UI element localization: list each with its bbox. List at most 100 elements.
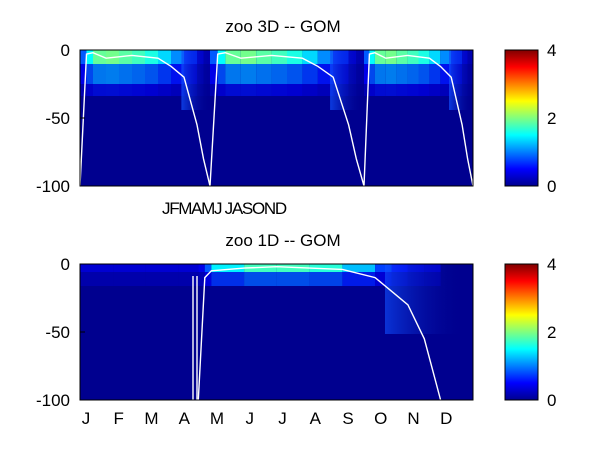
top-subsurface-cell — [145, 64, 158, 84]
top-deep-cell — [287, 84, 303, 96]
top-surface-cell — [364, 50, 370, 64]
top-surface-cell — [407, 50, 419, 64]
bottom-ytick-label: -50 — [45, 323, 70, 342]
top-panel-group — [80, 50, 473, 186]
bottom-title: zoo 1D -- GOM — [225, 231, 340, 250]
top-deep-cell — [132, 84, 145, 96]
top-deep-cell — [86, 84, 93, 96]
top-ytick-label: -100 — [36, 177, 70, 196]
top-deep-cell — [80, 84, 87, 96]
top-surface-cell — [440, 50, 452, 64]
bottom-surface-cell — [309, 264, 343, 272]
top-deep-cell — [210, 84, 218, 96]
bottom-xtick-label: F — [114, 409, 124, 428]
bottom-subsurface-cell — [178, 272, 199, 286]
top-title: zoo 3D -- GOM — [225, 17, 340, 36]
top-fade-band — [181, 50, 210, 110]
bottom-xtick-label: J — [278, 409, 287, 428]
top-subsurface-cell — [106, 64, 119, 84]
top-surface-cell — [429, 50, 441, 64]
top-subsurface-cell — [210, 64, 218, 84]
top-deep-cell — [171, 84, 184, 96]
top-deep-cell — [418, 84, 430, 96]
bottom-colorbar-gradient — [504, 263, 539, 401]
top-subsurface-cell — [240, 64, 257, 84]
top-colorbar-tick: 2 — [547, 109, 556, 128]
bottom-surface-cell — [80, 264, 114, 272]
bottom-colorbar-tick: 4 — [547, 255, 556, 274]
top-deep-cell — [374, 84, 386, 96]
bottom-subsurface-cell — [309, 272, 343, 286]
top-subsurface-cell — [364, 64, 370, 84]
top-deep-cell — [256, 84, 272, 96]
bottom-surface-cell — [204, 264, 212, 272]
top-heatmap — [80, 50, 473, 186]
bottom-y-axis: 0 -50 -100 — [36, 255, 85, 410]
bottom-colorbar-tick: 0 — [547, 391, 556, 410]
top-colorbar-tick: 4 — [547, 41, 556, 60]
top-month-labels: JFMAMJ JASOND — [162, 199, 287, 218]
top-surface-cell — [171, 50, 184, 64]
top-deep-cell — [429, 84, 441, 96]
top-subsurface-cell — [80, 64, 87, 84]
top-colorbar: 4 2 0 — [504, 41, 556, 196]
bottom-subsurface-cell — [204, 272, 212, 286]
top-deep-cell — [240, 84, 257, 96]
top-fade-band — [330, 50, 364, 110]
top-mixed-layer-line — [80, 51, 211, 186]
top-surface-cell — [374, 50, 386, 64]
top-surface-cell — [317, 50, 334, 64]
bottom-xtick-label: O — [374, 409, 387, 428]
top-subsurface-cell — [93, 64, 106, 84]
bottom-heatmap — [80, 264, 473, 400]
top-surface-cell — [217, 50, 226, 64]
bottom-xtick-label: A — [310, 409, 322, 428]
bottom-mixed-layer-line — [197, 265, 442, 400]
bottom-ytick-label: -100 — [36, 391, 70, 410]
top-deep-cell — [145, 84, 158, 96]
top-subsurface-cell — [429, 64, 441, 84]
top-deep-cell — [271, 84, 287, 96]
top-subsurface-cell — [369, 64, 375, 84]
top-surface-cell — [210, 50, 218, 64]
top-mixed-layer-line — [363, 51, 473, 186]
bottom-surface-cell — [178, 264, 199, 272]
top-subsurface-cell — [217, 64, 226, 84]
bottom-xtick-label: J — [82, 409, 91, 428]
top-subsurface-cell — [86, 64, 93, 84]
bottom-surface-cell — [145, 264, 179, 272]
top-colorbar-tick: 0 — [547, 177, 556, 196]
top-ytick-label: 0 — [61, 41, 70, 60]
bottom-xtick-label: J — [246, 409, 255, 428]
top-ytick-label: -50 — [45, 109, 70, 128]
bottom-subsurface-cell — [145, 272, 179, 286]
top-surface-cell — [80, 50, 87, 64]
bottom-surface-cell — [375, 264, 392, 272]
top-subsurface-cell — [407, 64, 419, 84]
top-subsurface-cell — [440, 64, 452, 84]
bottom-subsurface-cell — [211, 272, 245, 286]
top-deep-cell — [106, 84, 119, 96]
top-deep-cell — [119, 84, 132, 96]
top-deep-cell — [385, 84, 397, 96]
bottom-xtick-label: D — [440, 409, 452, 428]
bottom-layer-group — [80, 264, 465, 400]
bottom-subsurface-cell — [80, 272, 114, 286]
top-deep-cell — [396, 84, 408, 96]
top-deep-cell — [158, 84, 171, 96]
top-fade-band — [449, 50, 473, 110]
bottom-colorbar: 4 2 0 — [504, 255, 556, 410]
top-deep-cell — [440, 84, 452, 96]
top-surface-cell — [256, 50, 272, 64]
top-surface-cell — [369, 50, 375, 64]
bottom-xtick-label: S — [342, 409, 353, 428]
top-deep-cell — [225, 84, 241, 96]
bottom-surface-cell — [342, 264, 376, 272]
top-colorbar-gradient — [504, 49, 539, 187]
top-surface-cell — [396, 50, 408, 64]
bottom-subsurface-cell — [113, 272, 146, 286]
top-mixed-layer-line — [209, 51, 365, 186]
bottom-xtick-label: N — [407, 409, 419, 428]
